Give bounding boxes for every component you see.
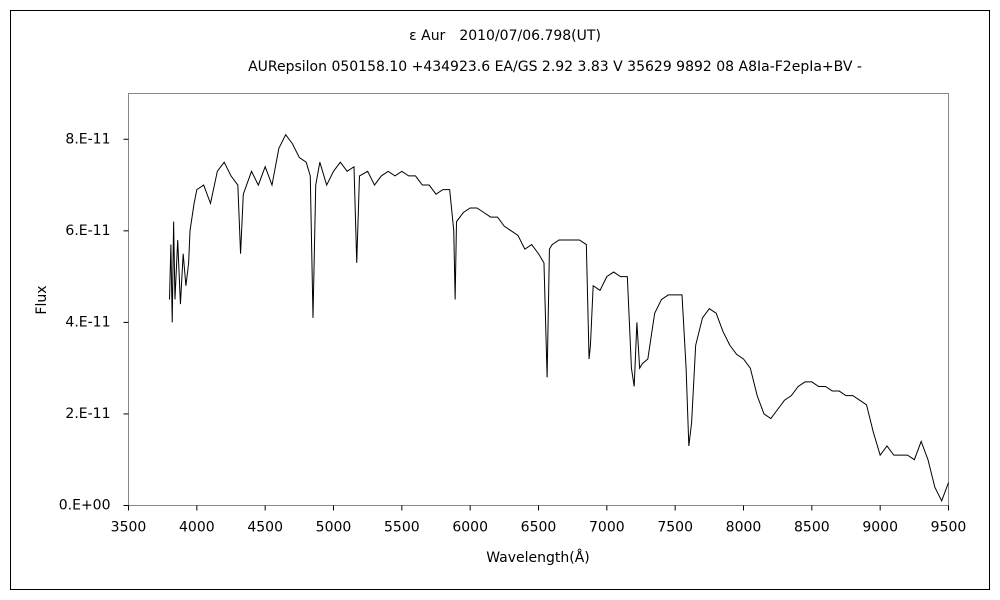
x-tick-label: 4500 [247, 520, 283, 536]
x-tick-label: 6000 [452, 520, 488, 536]
x-tick-label: 8500 [794, 520, 830, 536]
y-tick-label: 0.E+00 [59, 498, 111, 514]
x-tick-label: 5000 [316, 520, 352, 536]
x-axis-label: Wavelength(Å) [486, 549, 590, 566]
x-tick-label: 7500 [657, 520, 693, 536]
spectrum-line [169, 133, 949, 503]
x-tick-label: 9500 [931, 520, 967, 536]
x-tick-label: 9000 [862, 520, 898, 536]
plot-area [128, 93, 949, 506]
x-tick-label: 6500 [521, 520, 557, 536]
y-tick-label: 6.E-11 [65, 223, 110, 239]
y-tick-label: 8.E-11 [65, 131, 110, 147]
x-tick-label: 4000 [179, 520, 215, 536]
x-tick-label: 5500 [384, 520, 420, 536]
x-tick-label: 8000 [726, 520, 762, 536]
x-tick-label: 7000 [589, 520, 625, 536]
y-tick-label: 4.E-11 [65, 314, 110, 330]
chart-title: ε Aur 2010/07/06.798(UT) [409, 28, 601, 44]
y-tick-label: 2.E-11 [65, 406, 110, 422]
chart-subtitle: AURepsilon 050158.10 +434923.6 EA/GS 2.9… [248, 59, 862, 75]
x-tick-label: 3500 [111, 520, 147, 536]
y-axis-label: Flux [34, 285, 50, 314]
